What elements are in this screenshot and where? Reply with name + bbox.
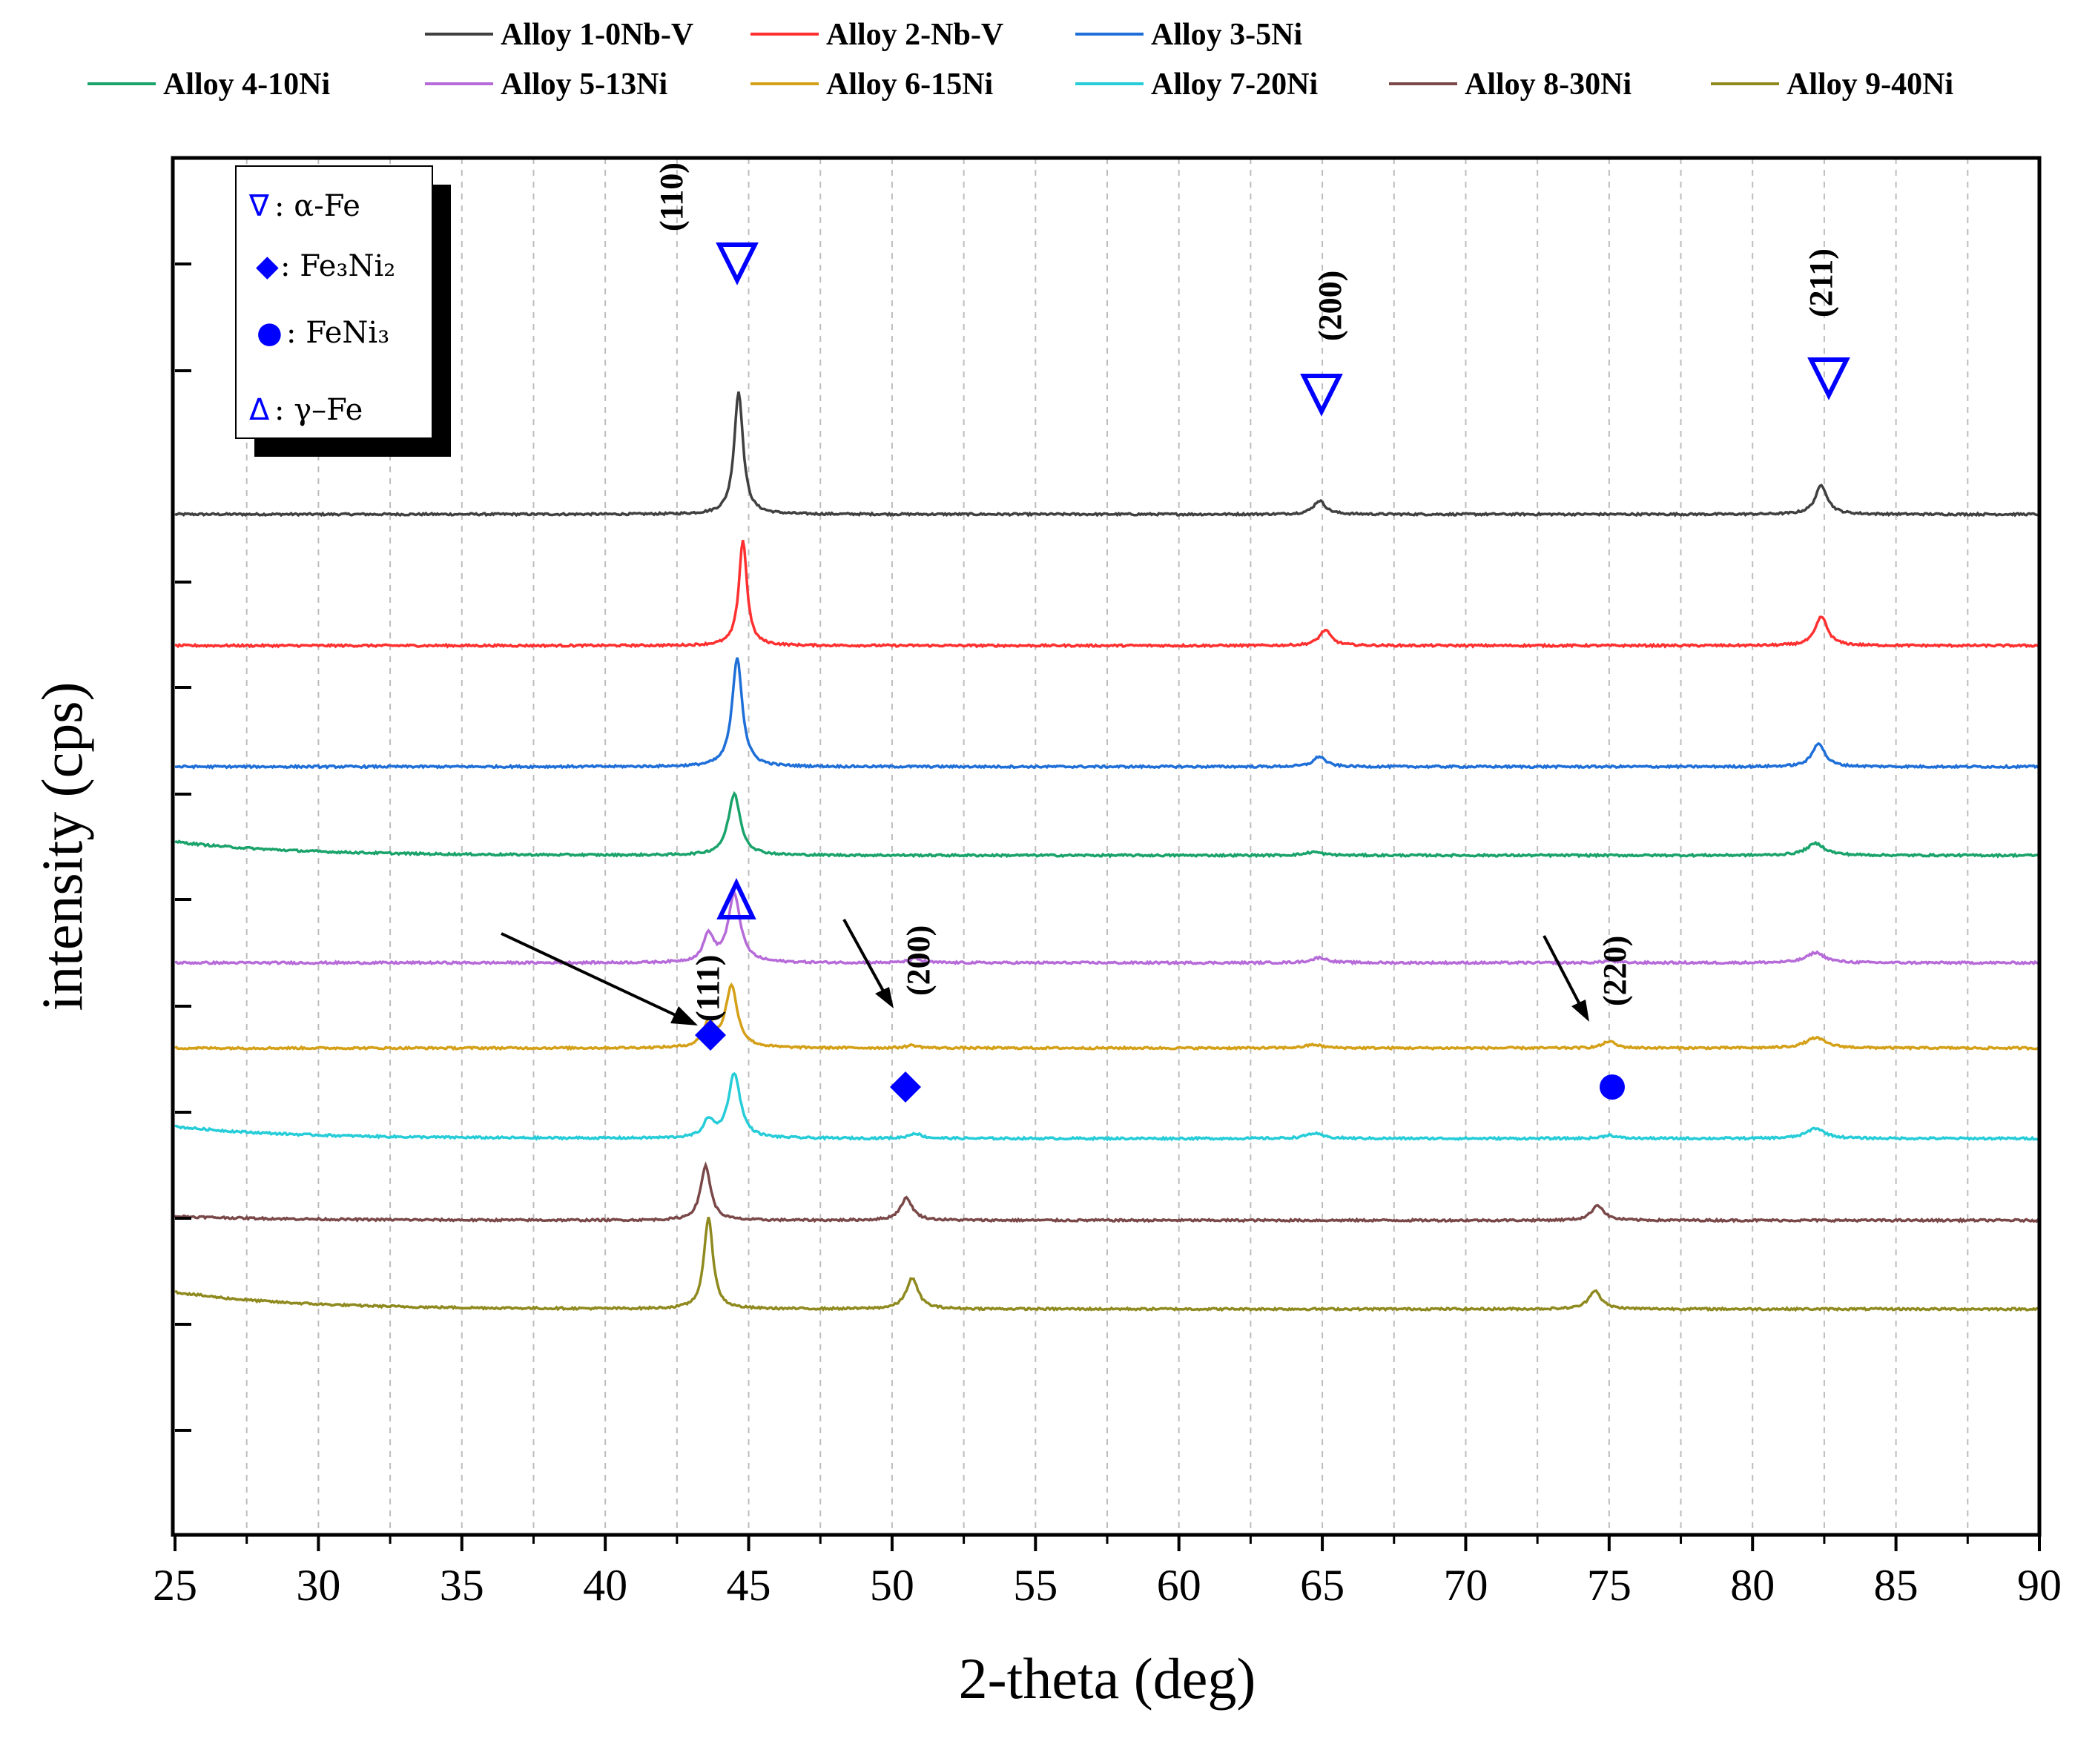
fe3ni2-key-icon: ◆ [256, 249, 279, 283]
arrow-200 [842, 919, 886, 994]
grid-lines [245, 158, 1969, 1535]
feni3-key-label: : FeNi₃ [286, 316, 389, 350]
series-line-5 [174, 889, 2040, 966]
fe3ni2-key-label: : Fe₃Ni₂ [280, 249, 395, 283]
hkl-label: (200) [900, 925, 937, 996]
series-line-8 [174, 1161, 2041, 1224]
hkl-label: (211) [1803, 248, 1839, 317]
hkl-label: (111) [690, 955, 726, 1022]
hkl-label: (200) [1312, 271, 1348, 341]
legend-label: Alloy 6-15Ni [826, 67, 993, 102]
arrow-111-head [670, 1006, 698, 1025]
phase-key-box [235, 165, 433, 439]
series-line-3 [174, 657, 2040, 770]
x-tick-label: 55 [1013, 1561, 1058, 1610]
phase-key: ∇ : α-Fe ◆ : Fe₃Ni₂ ● : FeNi₃ Δ : γ–Fe [235, 165, 451, 457]
feni3-key-icon: ● [257, 316, 283, 350]
hkl-label: (220) [1597, 936, 1633, 1006]
x-tick-label: 80 [1730, 1561, 1775, 1610]
series-line-2 [174, 540, 2040, 649]
axis-ticks: 25 30 35 40 45 50 55 60 65 70 75 80 85 90 2-theta (deg… [30, 262, 2062, 1711]
y-axis-title: intensity (cps) [30, 681, 94, 1011]
series-layer [174, 391, 2041, 1312]
series-line-1 [174, 391, 2041, 518]
legend-label: Alloy 2-Nb-V [826, 18, 1003, 52]
series-line-7 [174, 1071, 2040, 1142]
plot-frame [171, 156, 2042, 1537]
x-tick-label: 60 [1157, 1561, 1201, 1610]
legend-label: Alloy 9-40Ni [1786, 67, 1953, 102]
legend: Alloy 1-0Nb-V Alloy 2-Nb-V Alloy 3-5Ni Allo… [88, 18, 1953, 102]
series-line-9 [174, 1217, 2040, 1312]
legend-label: Alloy 8-30Ni [1465, 67, 1632, 102]
alpha-fe-key-label: : α-Fe [274, 189, 360, 223]
x-tick-label: 40 [583, 1561, 627, 1610]
gamma-fe-marker-icon [716, 878, 756, 919]
arrows [501, 919, 1589, 1025]
legend-label: Alloy 1-0Nb-V [501, 18, 693, 52]
x-tick-label: 65 [1300, 1561, 1345, 1610]
x-tick-label: 75 [1587, 1561, 1632, 1610]
fe3ni2-marker-icon [695, 1020, 726, 1051]
legend-label: Alloy 3-5Ni [1151, 18, 1302, 52]
legend-label: Alloy 7-20Ni [1151, 67, 1318, 102]
hkl-label: (110) [653, 162, 690, 231]
gamma-fe-key-label: : γ–Fe [274, 393, 363, 427]
series-line-4 [174, 790, 2041, 859]
alpha-fe-key-icon: ∇ [248, 189, 269, 223]
arrow-200-head [875, 987, 894, 1008]
annotations: (110) (200) (211) (111) (200) (220) [653, 162, 1839, 1022]
fe3ni2-marker-icon [890, 1071, 921, 1103]
legend-label: Alloy 4-10Ni [163, 67, 330, 102]
arrow-111 [501, 932, 679, 1018]
x-tick-label: 45 [727, 1561, 771, 1610]
x-tick-label: 85 [1874, 1561, 1919, 1610]
legend-label: Alloy 5-13Ni [501, 67, 667, 102]
x-tick-label: 90 [2017, 1561, 2062, 1610]
alpha-fe-marker-icon [1807, 357, 1850, 400]
peak-markers [695, 242, 1850, 1103]
alpha-fe-marker-icon [716, 242, 759, 285]
x-tick-label: 50 [870, 1561, 914, 1610]
x-tick-label: 25 [153, 1561, 197, 1610]
x-axis-title: 2-theta (deg) [959, 1646, 1256, 1711]
arrow-220-head [1571, 1000, 1589, 1022]
x-tick-label: 70 [1443, 1561, 1488, 1610]
gamma-fe-key-icon: Δ [249, 393, 270, 427]
x-tick-label: 35 [440, 1561, 484, 1610]
arrow-220 [1543, 935, 1583, 1008]
alpha-fe-marker-icon [1300, 374, 1343, 417]
x-tick-label: 30 [296, 1561, 340, 1610]
series-line-6 [174, 982, 2040, 1051]
feni3-marker-icon [1600, 1074, 1625, 1100]
